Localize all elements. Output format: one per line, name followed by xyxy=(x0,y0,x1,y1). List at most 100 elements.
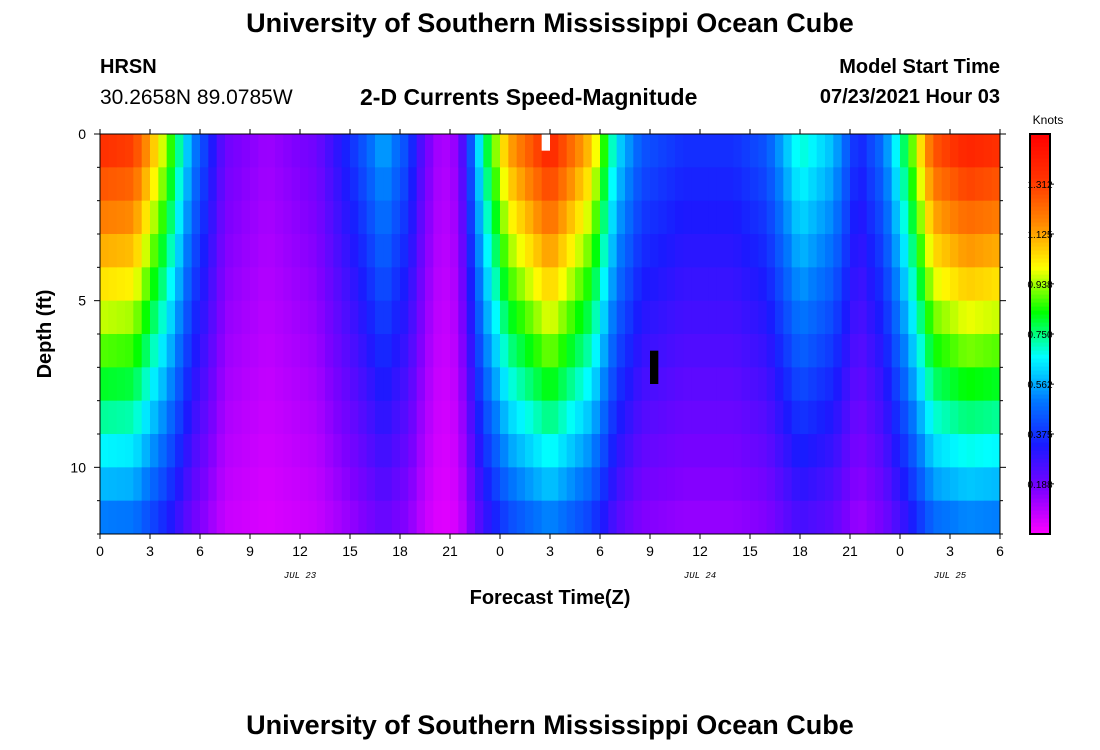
heatmap-cell xyxy=(541,134,551,168)
heatmap-cell xyxy=(491,334,501,368)
heatmap-cell xyxy=(683,367,693,402)
heatmap-cell xyxy=(300,267,309,302)
heatmap-cell xyxy=(541,400,551,435)
heatmap-cell xyxy=(908,367,918,402)
heatmap-cell xyxy=(666,134,676,168)
heatmap-cell xyxy=(858,167,868,202)
heatmap-cell xyxy=(741,467,751,502)
heatmap-cell xyxy=(750,434,759,468)
heatmap-cell xyxy=(108,500,118,535)
heatmap-cell xyxy=(641,400,651,435)
heatmap-cell xyxy=(866,500,876,535)
heatmap-cell xyxy=(441,300,451,335)
heatmap-cell xyxy=(325,234,334,268)
heatmap-cell xyxy=(141,167,151,202)
heatmap-cell xyxy=(658,334,668,368)
colorbar-band xyxy=(1030,494,1050,499)
heatmap-cell xyxy=(725,200,734,235)
heatmap-cell xyxy=(366,167,376,202)
heatmap-cell xyxy=(116,267,126,302)
heatmap-cell xyxy=(566,367,576,402)
heatmap-cell xyxy=(458,367,468,402)
colorbar-band xyxy=(1030,322,1050,327)
heatmap-cell xyxy=(566,434,576,468)
heatmap-cell xyxy=(316,267,326,302)
heatmap-cell xyxy=(766,467,776,502)
heatmap-cell xyxy=(400,367,409,402)
heatmap-cell xyxy=(541,267,551,302)
heatmap-cell xyxy=(916,167,926,202)
heatmap-cell xyxy=(275,467,284,502)
heatmap-cell xyxy=(225,234,234,268)
heatmap-cell xyxy=(891,234,901,268)
heatmap-cell xyxy=(716,300,726,335)
heatmap-cell xyxy=(741,267,751,302)
heatmap-cell xyxy=(841,200,851,235)
heatmap-cell xyxy=(775,500,784,535)
heatmap-cell xyxy=(116,234,126,268)
heatmap-cell xyxy=(691,167,701,202)
heatmap-cell xyxy=(825,500,834,535)
heatmap-cell xyxy=(841,134,851,168)
heatmap-cell xyxy=(241,400,251,435)
heatmap-cell xyxy=(891,200,901,235)
heatmap-cell xyxy=(191,500,201,535)
heatmap-cell xyxy=(133,334,143,368)
heatmap-cell xyxy=(800,300,809,335)
heatmap-cell xyxy=(391,300,401,335)
heatmap-cell xyxy=(733,334,743,368)
heatmap-cell xyxy=(291,367,301,402)
heatmap-cell xyxy=(850,134,859,168)
heatmap-cell xyxy=(733,434,743,468)
heatmap-cell xyxy=(591,334,601,368)
heatmap-cell xyxy=(908,200,918,235)
heatmap-cell xyxy=(700,400,709,435)
heatmap-cell xyxy=(766,134,776,168)
heatmap-cell xyxy=(133,500,143,535)
heatmap-cell xyxy=(133,134,143,168)
heatmap-cell xyxy=(808,334,818,368)
heatmap-cell xyxy=(750,167,759,202)
heatmap-cell xyxy=(491,467,501,502)
heatmap-cell xyxy=(466,300,476,335)
heatmap-cell xyxy=(425,467,434,502)
heatmap-cell xyxy=(766,434,776,468)
colorbar-band xyxy=(1030,514,1050,519)
heatmap-cell xyxy=(358,434,368,468)
colorbar-band xyxy=(1030,406,1050,411)
heatmap-cell xyxy=(325,167,334,202)
heatmap-cell xyxy=(491,434,501,468)
heatmap-cell xyxy=(441,334,451,368)
colorbar-band xyxy=(1030,282,1050,287)
heatmap-cell xyxy=(375,500,384,535)
colorbar-band xyxy=(1030,470,1050,475)
heatmap-cell xyxy=(425,334,434,368)
heatmap-cell xyxy=(450,334,459,368)
heatmap-cell xyxy=(808,500,818,535)
heatmap-cell xyxy=(358,167,368,202)
heatmap-cell xyxy=(591,500,601,535)
heatmap-cell xyxy=(125,134,134,168)
heatmap-cell xyxy=(358,234,368,268)
heatmap-cell xyxy=(275,167,284,202)
heatmap-cell xyxy=(600,334,609,368)
heatmap-cell xyxy=(866,400,876,435)
heatmap-cell xyxy=(641,300,651,335)
heatmap-cell xyxy=(683,200,693,235)
heatmap-cell xyxy=(291,200,301,235)
y-tick-label: 10 xyxy=(70,459,86,475)
colorbar: 0.188 0.375 0.562 0.750 0.938 1.125 1.312 xyxy=(1027,133,1054,535)
heatmap-cell xyxy=(175,467,184,502)
heatmap-cell xyxy=(291,400,301,435)
heatmap-cell xyxy=(175,434,184,468)
heatmap-cell xyxy=(641,167,651,202)
colorbar-tick-label: 0.188 xyxy=(1027,480,1052,491)
heatmap-cell xyxy=(983,134,993,168)
heatmap-cell xyxy=(691,434,701,468)
heatmap-cell xyxy=(300,167,309,202)
heatmap-cell xyxy=(175,267,184,302)
heatmap-cell xyxy=(683,500,693,535)
heatmap-cell xyxy=(558,500,568,535)
heatmap-cell xyxy=(700,167,709,202)
heatmap-cell xyxy=(933,234,943,268)
